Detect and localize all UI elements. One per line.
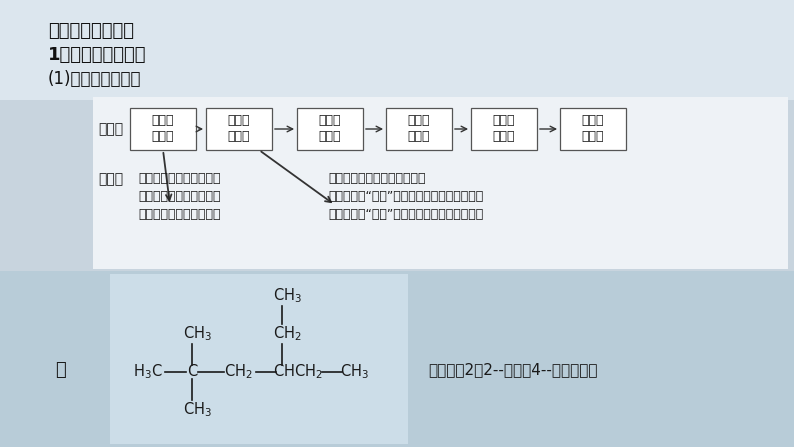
FancyBboxPatch shape (110, 274, 408, 444)
Text: 步骤：: 步骤： (98, 122, 123, 136)
FancyBboxPatch shape (93, 97, 788, 269)
FancyBboxPatch shape (560, 108, 626, 150)
Text: $\mathsf{CH_3}$: $\mathsf{CH_3}$ (272, 287, 302, 305)
Text: 取代基
写在前: 取代基 写在前 (318, 114, 341, 143)
Text: $\mathsf{CHCH_2}$: $\mathsf{CHCH_2}$ (273, 363, 323, 381)
FancyBboxPatch shape (130, 108, 196, 150)
FancyBboxPatch shape (0, 271, 794, 447)
Text: 不同基
简到繁: 不同基 简到繁 (493, 114, 515, 143)
Text: $\mathsf{CH_2}$: $\mathsf{CH_2}$ (224, 363, 252, 381)
Text: 相同基
合并算: 相同基 合并算 (582, 114, 604, 143)
FancyBboxPatch shape (471, 108, 537, 150)
Text: 1．烃类物质的命名: 1．烃类物质的命名 (48, 46, 147, 64)
Text: 选主链
称某烷: 选主链 称某烷 (152, 114, 174, 143)
Text: $\mathsf{H_3C}$: $\mathsf{H_3C}$ (133, 363, 163, 381)
Text: $\mathsf{CH_3}$: $\mathsf{CH_3}$ (340, 363, 368, 381)
FancyBboxPatch shape (297, 108, 363, 150)
Text: 编号位
定支链: 编号位 定支链 (228, 114, 250, 143)
Text: $\mathsf{CH_3}$: $\mathsf{CH_3}$ (183, 325, 211, 343)
FancyBboxPatch shape (206, 108, 272, 150)
Text: (1)烷烃的系统命名: (1)烷烃的系统命名 (48, 70, 141, 88)
Text: $\mathsf{CH_3}$: $\mathsf{CH_3}$ (183, 401, 211, 419)
Text: C: C (187, 364, 197, 380)
FancyBboxPatch shape (386, 108, 452, 150)
Text: 的名称为2，2--二甲基4--乙基己烷。: 的名称为2，2--二甲基4--乙基己烷。 (428, 363, 598, 378)
Text: 选择最长碳链为主链，有
多条等长碳链时，选择含
支链最多的碳链为主链。: 选择最长碳链为主链，有 多条等长碳链时，选择含 支链最多的碳链为主链。 (138, 172, 221, 221)
Text: 从离支链最近一端开始编号，
不同取代基“同近”时，从简单一端开始编号；
相同取代基“同近”时，取代基位次和应最小。: 从离支链最近一端开始编号， 不同取代基“同近”时，从简单一端开始编号； 相同取代… (328, 172, 484, 221)
Text: $\mathsf{CH_2}$: $\mathsf{CH_2}$ (272, 325, 302, 343)
Text: 标位次
短线连: 标位次 短线连 (408, 114, 430, 143)
Text: 二、有机物的命名: 二、有机物的命名 (48, 22, 134, 40)
FancyBboxPatch shape (0, 0, 794, 100)
Text: 原则：: 原则： (98, 172, 123, 186)
Text: 如: 如 (55, 361, 66, 379)
